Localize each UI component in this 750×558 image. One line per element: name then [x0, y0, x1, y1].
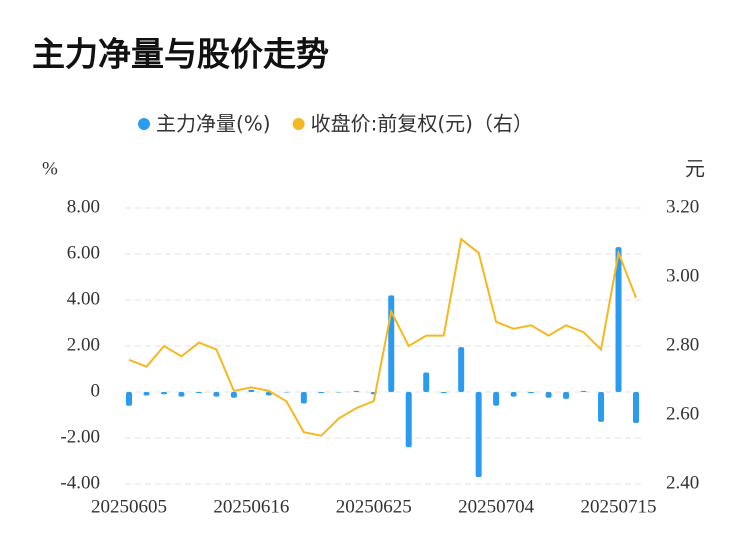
- bar: [440, 392, 447, 394]
- bar: [248, 389, 255, 392]
- legend-marker: [138, 118, 150, 130]
- y-tick-label: 6.00: [67, 242, 100, 263]
- bar: [318, 392, 325, 394]
- price-line: [128, 237, 637, 437]
- legend-marker: [292, 118, 305, 130]
- bar: [423, 372, 430, 392]
- bar: [160, 392, 167, 395]
- y2-tick-label: 3.00: [666, 265, 699, 286]
- y-tick-label: 8.00: [67, 196, 100, 217]
- y2-tick-label: 3.20: [666, 196, 699, 217]
- legend-label: 主力净量(%): [156, 112, 271, 136]
- y-tick-label: 4.00: [67, 288, 100, 309]
- bar: [213, 392, 220, 397]
- bar: [335, 392, 342, 393]
- bar: [178, 392, 185, 397]
- bar: [405, 392, 412, 448]
- bar: [545, 392, 552, 398]
- bar: [598, 392, 605, 422]
- x-tick-label: 20250715: [581, 496, 657, 517]
- bar: [580, 390, 587, 392]
- bar: [126, 392, 132, 406]
- y2-tick-label: 2.60: [666, 403, 699, 424]
- x-tick-label: 20250616: [213, 496, 289, 517]
- y2-axis-title: 元: [685, 157, 705, 181]
- bar: [633, 392, 639, 424]
- bar: [510, 392, 517, 397]
- y2-tick-label: 2.40: [666, 472, 699, 493]
- bar: [458, 347, 465, 392]
- y-tick-label: 2.00: [67, 334, 100, 355]
- x-tick-label: 20250625: [336, 496, 412, 517]
- bar: [283, 392, 290, 393]
- y-tick-label: -4.00: [60, 472, 100, 493]
- bar: [230, 392, 237, 398]
- bar: [353, 390, 360, 392]
- bar: [300, 392, 307, 404]
- y-tick-label: 0: [91, 380, 101, 401]
- bar: [563, 392, 570, 399]
- bar: [528, 392, 535, 394]
- bar: [143, 392, 150, 396]
- y-axis-title: %: [42, 158, 58, 179]
- bar: [195, 392, 202, 394]
- bar: [493, 392, 500, 406]
- bar: [475, 392, 482, 478]
- x-tick-label: 20250605: [91, 496, 167, 517]
- legend-label: 收盘价:前复权(元)（右）: [311, 112, 533, 136]
- bar: [615, 247, 622, 392]
- y2-tick-label: 2.80: [666, 334, 699, 355]
- x-tick-label: 20250704: [458, 496, 535, 517]
- chart-title: 主力净量与股价走势: [32, 35, 329, 74]
- y-tick-label: -2.00: [60, 426, 100, 447]
